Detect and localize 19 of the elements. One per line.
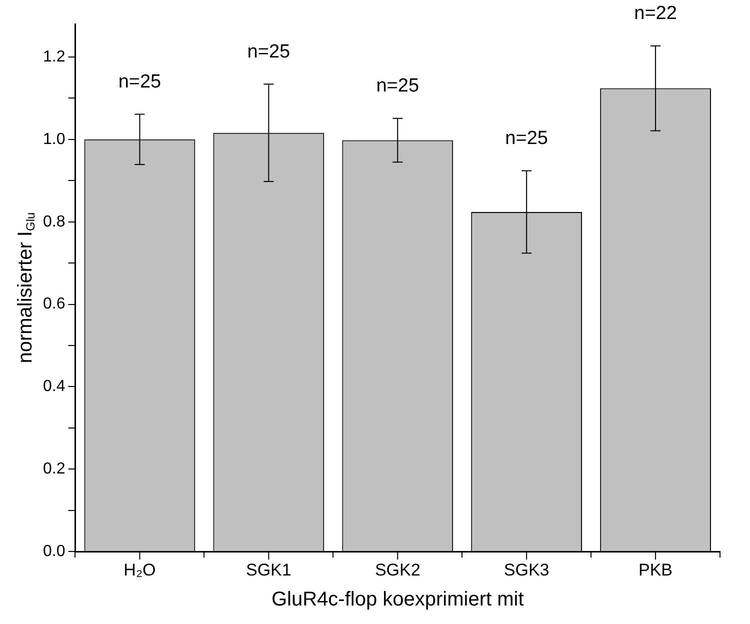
- y-tick-label: 0.2: [42, 460, 66, 478]
- x-axis-title: GluR4c-flop koexprimiert mit: [271, 588, 524, 611]
- x-tick-label: SGK3: [504, 560, 550, 580]
- annotation: n=25: [505, 128, 548, 149]
- y-axis-title: normalisierter IGlu: [14, 212, 38, 364]
- annotation: n=25: [118, 72, 162, 93]
- y-tick-label: 1.0: [42, 130, 66, 148]
- x-tick-label: PKB: [638, 560, 673, 580]
- annotation: n=25: [376, 76, 420, 97]
- y-tick-label: 0.0: [42, 543, 66, 560]
- x-tick-label: SGK1: [246, 560, 292, 580]
- y-tick-label: 1.2: [42, 48, 66, 66]
- y-tick-label: 0.8: [42, 213, 66, 230]
- y-tick-label: 0.6: [42, 296, 66, 313]
- annotation: n=22: [634, 3, 677, 24]
- y-tick-label: 0.4: [42, 378, 66, 396]
- annotation: n=25: [247, 41, 290, 62]
- x-tick-label: H₂O: [124, 560, 156, 580]
- x-tick-label: SGK2: [374, 560, 420, 580]
